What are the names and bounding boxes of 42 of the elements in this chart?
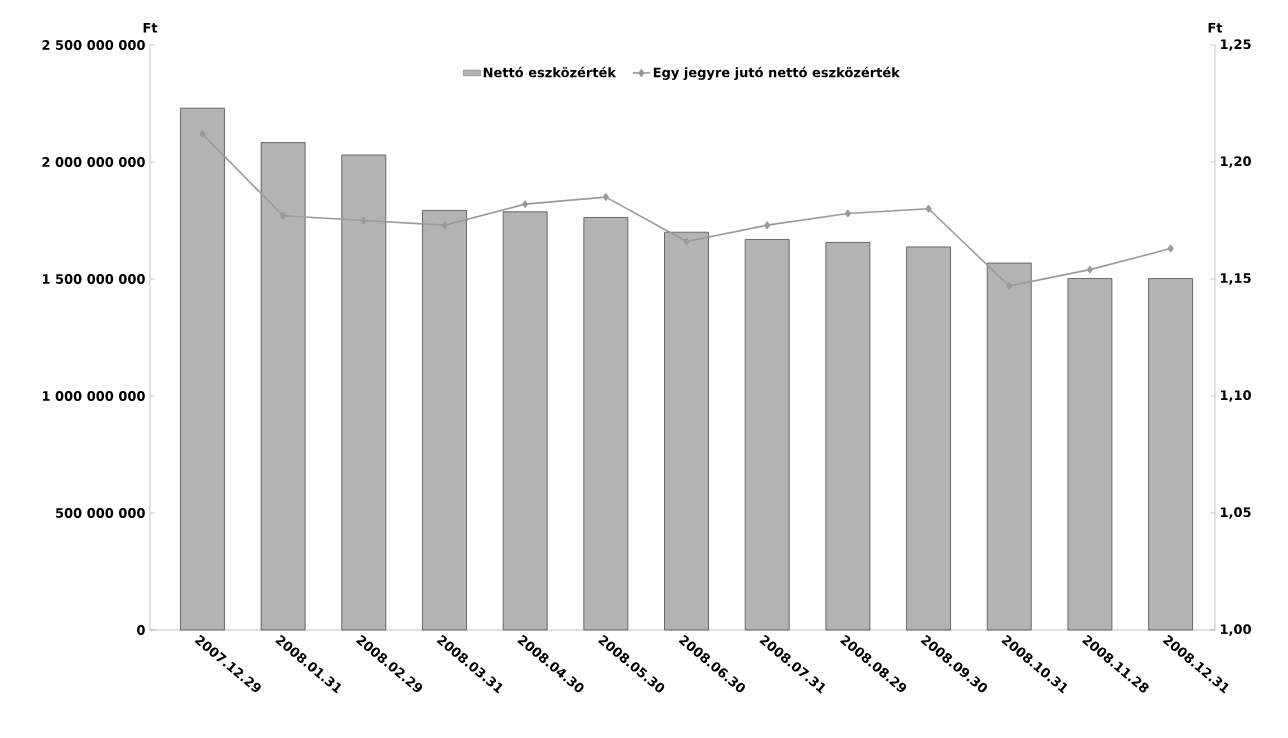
point — [441, 221, 448, 229]
point — [1006, 282, 1013, 290]
bar — [1148, 278, 1193, 631]
legend-label: Egy jegyre jutó nettó eszközérték — [653, 66, 901, 80]
point — [764, 221, 771, 229]
point — [360, 216, 367, 225]
y-tick-label: 500 000 000 — [56, 508, 145, 518]
bar — [744, 239, 790, 631]
y2-tick-label: 1,10 — [1220, 390, 1251, 402]
y2-tick-label: 1,15 — [1220, 273, 1251, 285]
y2-tick-label: 1,05 — [1220, 507, 1251, 519]
bar — [422, 210, 467, 631]
y-tick-label: 2 500 000 000 — [42, 40, 145, 50]
bar — [825, 242, 871, 631]
point — [925, 204, 932, 213]
point — [844, 209, 851, 218]
point — [280, 212, 287, 220]
legend-label: Nettó eszközérték — [483, 66, 617, 78]
y2-tick-label: 1,00 — [1220, 624, 1251, 636]
bar — [502, 211, 548, 631]
y-tick-label: 2 000 000 000 — [42, 157, 145, 167]
y2-axis-title: Ft — [1208, 22, 1223, 33]
bar — [664, 231, 709, 631]
y-tick-label: 0 — [137, 625, 145, 635]
y2-tick-label: 1,20 — [1220, 156, 1251, 168]
bar — [906, 246, 951, 631]
bar — [260, 142, 306, 631]
bar — [341, 154, 387, 631]
point — [522, 200, 529, 208]
point — [683, 237, 690, 246]
bar — [180, 107, 225, 631]
point — [1086, 265, 1093, 274]
point — [602, 193, 609, 201]
bar — [986, 262, 1032, 631]
y-tick-label: 1 500 000 000 — [42, 274, 145, 284]
y-tick-label: 1 000 000 000 — [42, 391, 145, 401]
y2-tick-label: 1,25 — [1220, 39, 1251, 51]
y-axis-title: Ft — [143, 22, 158, 33]
bar — [1067, 278, 1113, 631]
point — [1167, 244, 1174, 253]
point — [199, 130, 206, 138]
bar — [583, 217, 629, 631]
